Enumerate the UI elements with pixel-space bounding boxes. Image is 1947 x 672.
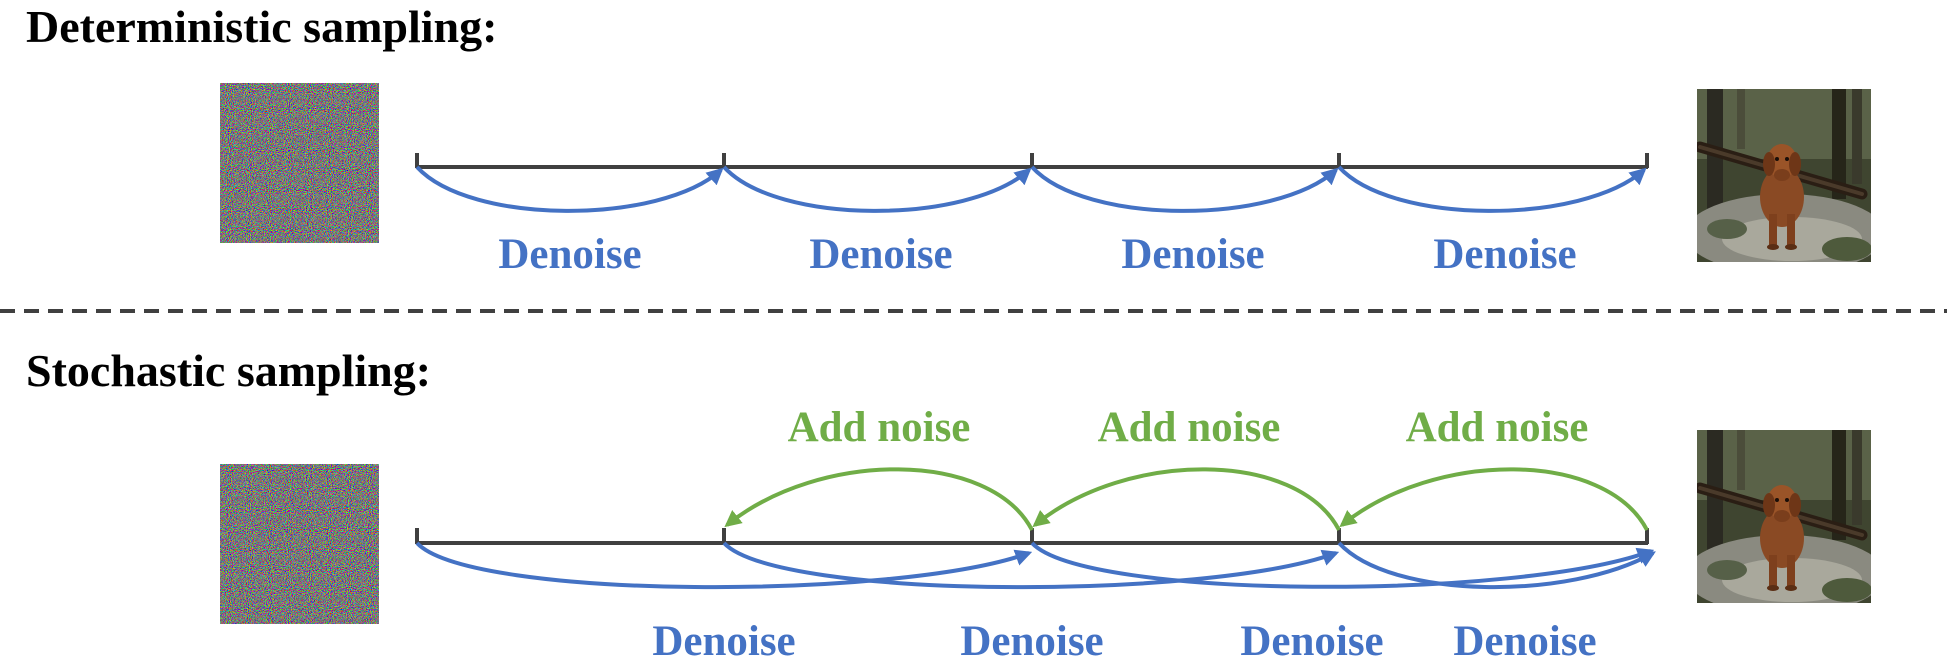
denoise-arrow [415, 165, 724, 213]
denoise-arrow [1337, 541, 1656, 590]
denoise-arrow [1030, 541, 1655, 589]
stochastic-add-noise-arrows [724, 467, 1649, 531]
add-noise-arrow [1339, 467, 1649, 531]
denoise-label: Denoise [1433, 231, 1576, 278]
denoise-arrow [1337, 165, 1647, 213]
deterministic-noise-image [220, 83, 379, 243]
denoise-label: Denoise [1453, 618, 1596, 665]
denoise-label: Denoise [960, 618, 1103, 665]
denoise-label: Denoise [652, 618, 795, 665]
denoise-arrow [722, 165, 1032, 213]
stochastic-denoise-arrows [415, 541, 1656, 590]
add-noise-label: Add noise [1406, 404, 1589, 451]
denoise-arrow [722, 541, 1340, 590]
denoise-label: Denoise [809, 231, 952, 278]
stochastic-timeline [415, 528, 1649, 545]
denoise-label: Denoise [1240, 618, 1383, 665]
deterministic-timeline [415, 153, 1649, 169]
stochastic-noise-image [220, 464, 379, 624]
add-noise-arrow [1032, 467, 1341, 531]
denoise-label: Denoise [1121, 231, 1264, 278]
denoise-arrow [415, 541, 1033, 590]
denoise-arrow [1030, 165, 1339, 213]
add-noise-label: Add noise [1098, 404, 1281, 451]
add-noise-label: Add noise [788, 404, 971, 451]
deterministic-output-image [1685, 89, 1885, 274]
stochastic-add-noise-labels: Add noise Add noise Add noise [788, 404, 1589, 451]
deterministic-labels: Denoise Denoise Denoise Denoise [498, 231, 1576, 278]
stochastic-heading: Stochastic sampling: [26, 345, 431, 396]
stochastic-output-image [1685, 430, 1885, 615]
stochastic-denoise-labels: Denoise Denoise Denoise Denoise [652, 618, 1596, 665]
add-noise-arrow [724, 467, 1034, 531]
deterministic-denoise-arrows [415, 165, 1647, 213]
denoise-label: Denoise [498, 231, 641, 278]
deterministic-heading: Deterministic sampling: [26, 1, 497, 52]
